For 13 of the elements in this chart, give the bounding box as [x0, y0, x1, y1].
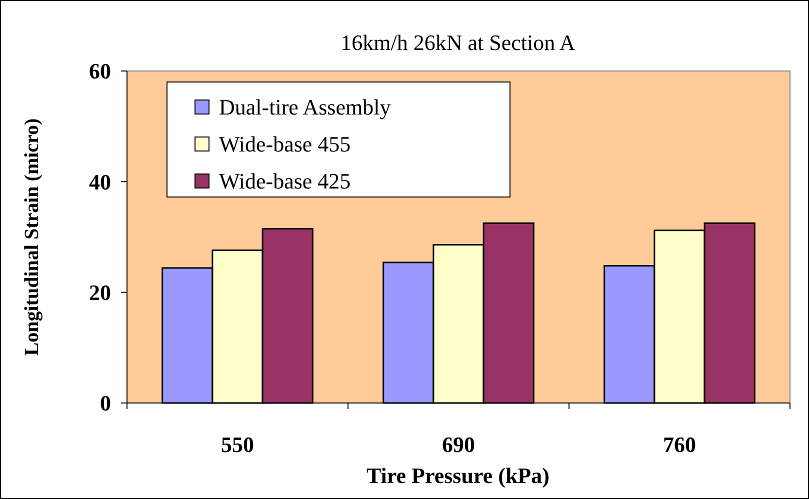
legend-label: Dual-tire Assembly [219, 94, 391, 120]
x-tick-label: 760 [663, 432, 696, 457]
y-tick-label: 20 [89, 280, 111, 306]
x-tick-label: 550 [221, 432, 254, 457]
chart-title: 16km/h 26kN at Section A [340, 30, 576, 55]
y-tick-label: 60 [89, 58, 111, 84]
y-tick-label: 0 [100, 390, 111, 416]
legend-label: Wide-base 425 [219, 168, 351, 194]
x-axis-title: Tire Pressure (kPa) [366, 463, 550, 488]
y-tick-label: 40 [89, 169, 111, 194]
legend-label: Wide-base 455 [219, 132, 351, 157]
y-axis-title: Longitudinal Strain (micro) [21, 118, 43, 356]
x-tick-label: 690 [442, 432, 475, 457]
